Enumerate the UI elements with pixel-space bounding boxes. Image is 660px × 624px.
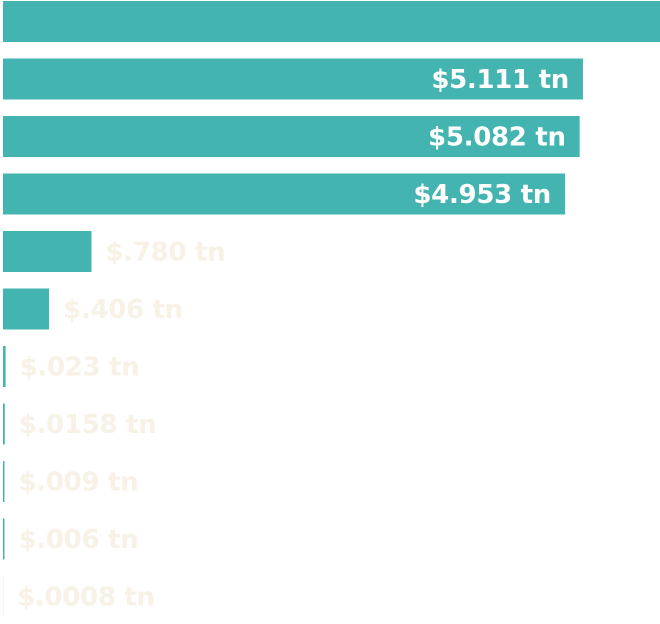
bar-label-2: $5.111 tn — [431, 65, 569, 95]
bar-label-4: $4.953 tn — [413, 180, 551, 210]
bar-label-9: $.009 tn — [19, 468, 139, 498]
bar-label-8: $.0158 tn — [19, 410, 157, 440]
bar-label-7: $.023 tn — [20, 353, 140, 383]
bar-6 — [3, 288, 50, 330]
bar-1 — [3, 1, 660, 42]
bar-7 — [3, 346, 6, 387]
bar-4 — [3, 173, 566, 215]
bar-10 — [3, 518, 5, 560]
bar-8 — [3, 403, 5, 445]
bar-label-11: $.0008 tn — [17, 583, 155, 613]
bar-3 — [3, 116, 580, 157]
bar-9 — [3, 461, 5, 502]
bar-2 — [3, 58, 583, 100]
bar-label-5: $.780 tn — [106, 238, 226, 268]
bar-label-10: $.006 tn — [19, 525, 139, 555]
bar-label-3: $5.082 tn — [428, 123, 566, 153]
bar-5 — [3, 231, 92, 272]
bar-label-6: $.406 tn — [63, 295, 183, 325]
